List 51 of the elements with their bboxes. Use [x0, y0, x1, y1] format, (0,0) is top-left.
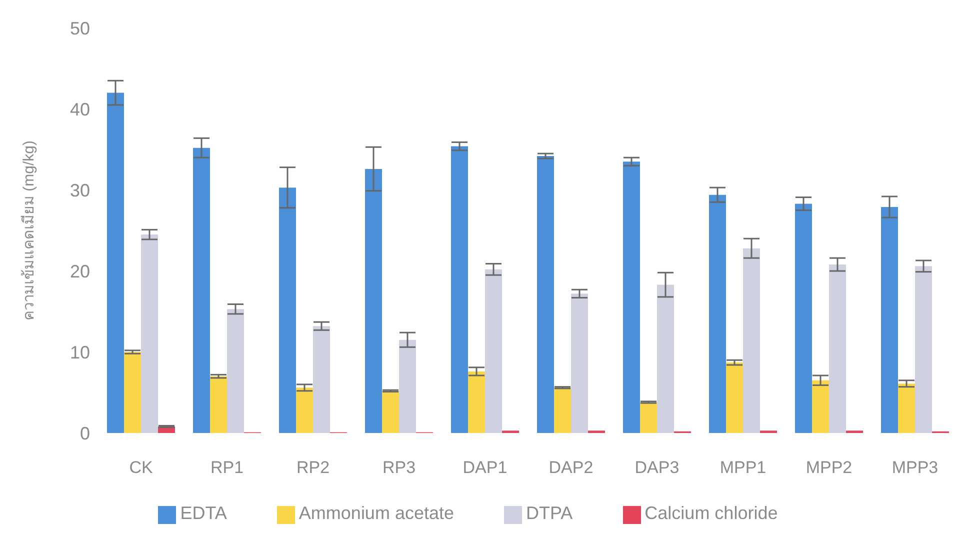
bar	[554, 388, 571, 433]
bar	[124, 352, 141, 433]
bar	[537, 156, 554, 433]
bar	[468, 371, 485, 433]
x-tick-label: RP3	[382, 458, 416, 478]
bar	[623, 162, 640, 433]
x-tick-label: DAP2	[548, 458, 594, 478]
bar	[829, 264, 846, 433]
x-tick-label: DAP1	[462, 458, 508, 478]
bar	[279, 188, 296, 433]
bar	[485, 269, 502, 433]
y-tick-label: 40	[70, 99, 90, 120]
x-tick-label: DAP3	[634, 458, 680, 478]
bar	[709, 194, 726, 433]
y-tick-label: 30	[70, 180, 90, 200]
x-tick-label: RP2	[296, 458, 330, 478]
legend-label: EDTA	[180, 503, 227, 523]
x-tick-label: MPP1	[720, 458, 766, 478]
bar	[296, 388, 313, 433]
bar	[382, 390, 399, 433]
y-tick-label: 0	[80, 423, 90, 444]
bar	[571, 294, 588, 433]
bar	[313, 326, 330, 433]
y-tick-label: 20	[70, 261, 90, 282]
legend-label: Ammonium acetate	[298, 503, 454, 523]
bar	[898, 384, 915, 433]
bar	[795, 204, 812, 433]
legend-label: Calcium chloride	[644, 503, 778, 523]
bar	[451, 146, 468, 433]
bar	[915, 266, 932, 433]
bar	[881, 207, 898, 433]
x-tick-label: CK	[129, 458, 154, 478]
x-tick-label: MPP2	[806, 458, 852, 478]
y-axis-title: ความเข้มแคดเมียม (mg/kg)	[20, 140, 38, 321]
bar	[107, 92, 124, 433]
bar	[812, 380, 829, 433]
bar	[365, 168, 382, 433]
bar	[210, 376, 227, 433]
x-tick-label: RP1	[210, 458, 244, 478]
bar	[657, 284, 674, 433]
bar	[193, 148, 210, 433]
y-tick-label: 10	[70, 342, 90, 362]
x-tick-label: MPP3	[892, 458, 938, 478]
bar	[141, 234, 158, 433]
bar	[399, 340, 416, 433]
bar	[743, 248, 760, 433]
legend-label: DTPA	[526, 503, 573, 523]
bar	[726, 362, 743, 433]
bar	[640, 402, 657, 433]
y-tick-label: 50	[70, 18, 90, 38]
bar	[227, 309, 244, 433]
